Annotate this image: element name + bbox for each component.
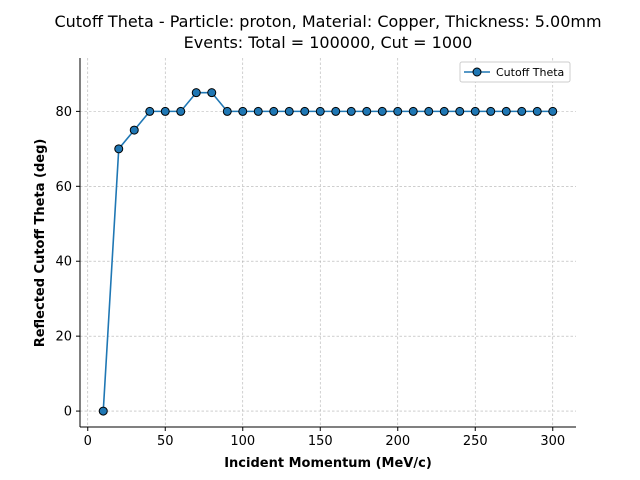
chart-title: Cutoff Theta - Particle: proton, Materia… (54, 12, 602, 31)
legend-marker-swatch (472, 67, 482, 77)
data-point (284, 106, 294, 116)
data-series (98, 88, 558, 416)
data-point (439, 106, 449, 116)
legend-box (459, 61, 571, 83)
data-point (486, 106, 496, 116)
data-point (269, 106, 279, 116)
grid-lines (80, 58, 576, 427)
y-tick-label: 80 (55, 105, 72, 120)
y-tick-label: 60 (55, 180, 72, 195)
data-point (548, 106, 558, 116)
data-point (129, 125, 139, 135)
chart-subtitle: Events: Total = 100000, Cut = 1000 (183, 33, 473, 52)
series-line (102, 91, 553, 412)
data-point (424, 106, 434, 116)
data-point (377, 106, 387, 116)
x-tick-label: 50 (157, 434, 174, 449)
data-point (393, 106, 403, 116)
data-point (114, 144, 124, 154)
y-tick-label: 0 (64, 405, 72, 420)
data-point (207, 88, 217, 98)
y-tick-label: 40 (55, 255, 72, 270)
data-point (222, 106, 232, 116)
y-tick-label: 20 (55, 330, 72, 345)
tick-labels: 0 50 100 150 200 250 300 0 20 40 60 80 (55, 105, 565, 449)
data-point (191, 88, 201, 98)
data-point (501, 106, 511, 116)
y-axis-label: Reflected Cutoff Theta (deg) (33, 139, 48, 348)
data-point (253, 106, 263, 116)
data-point (315, 106, 325, 116)
legend-label: Cutoff Theta (496, 66, 564, 79)
data-point (145, 106, 155, 116)
x-tick-label: 100 (230, 434, 255, 449)
legend: Cutoff Theta (459, 61, 571, 83)
data-point (455, 106, 465, 116)
data-point (408, 106, 418, 116)
data-point (362, 106, 372, 116)
data-point (346, 106, 356, 116)
data-point (517, 106, 527, 116)
data-point (331, 106, 341, 116)
data-point (300, 106, 310, 116)
data-point (176, 106, 186, 116)
x-tick-label: 150 (308, 434, 333, 449)
axes (76, 58, 576, 431)
x-axis-label: Incident Momentum (MeV/c) (224, 456, 432, 471)
x-tick-label: 0 (84, 434, 92, 449)
data-point (470, 106, 480, 116)
data-point (160, 106, 170, 116)
x-tick-label: 300 (540, 434, 565, 449)
x-tick-label: 200 (385, 434, 410, 449)
x-tick-label: 250 (463, 434, 488, 449)
data-point (98, 406, 108, 416)
data-point (532, 106, 542, 116)
data-point (238, 106, 248, 116)
